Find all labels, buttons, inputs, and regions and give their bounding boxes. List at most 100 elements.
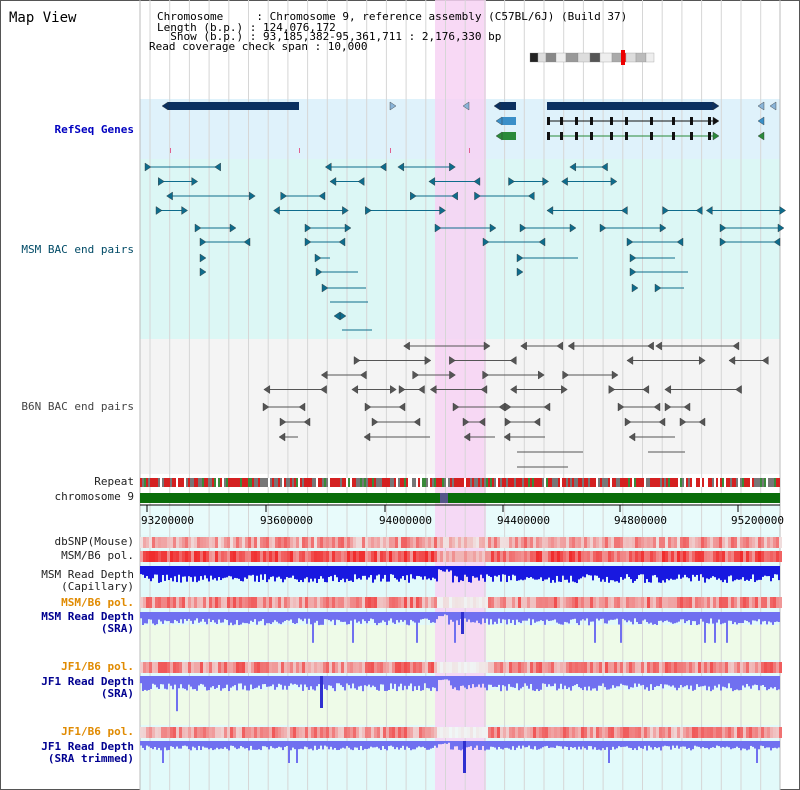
repeat-segment [770,478,772,487]
polymorphism-cell [488,597,491,608]
read-depth-bar [164,566,166,581]
read-depth-bar [338,566,340,582]
read-depth-bar [552,566,554,581]
repeat-segment [256,478,258,487]
polymorphism-cell [242,727,245,738]
read-depth-bar [636,741,638,751]
read-depth-bar [334,676,336,692]
repeat-segment [192,478,194,487]
repeat-segment [684,478,686,487]
read-depth-bar [506,676,508,691]
read-depth-bar [174,612,176,620]
polymorphism-cell [158,727,161,738]
read-depth-bar [584,676,586,687]
polymorphism-cell [155,727,158,738]
polymorphism-cell [161,727,164,738]
read-depth-bar [382,566,384,579]
track-label-msm-bac[interactable]: MSM BAC end pairs [21,243,134,256]
track-label-b6n-bac[interactable]: B6N BAC end pairs [21,400,134,413]
read-depth-bar [190,566,192,578]
polymorphism-cell [593,727,596,738]
axis-tick-label: 94800000 [614,514,667,527]
read-depth-bar [768,612,770,622]
repeat-segment [674,478,676,487]
read-depth-bar [540,566,542,578]
read-depth-bar [354,676,356,689]
read-depth-bar [590,741,592,747]
read-depth-bar [384,566,386,575]
polymorphism-cell [668,537,671,548]
read-depth-bar [570,612,572,620]
read-depth-bar [306,741,308,748]
polymorphism-cell [140,597,143,608]
read-depth-bar [466,612,468,622]
track-label-refseq[interactable]: RefSeq Genes [54,123,134,136]
polymorphism-cell [326,537,329,548]
read-depth-bar [402,566,404,577]
repeat-segment [518,478,520,487]
read-depth-bar [456,741,458,747]
read-depth-bar [302,612,304,622]
read-depth-bar [390,566,392,575]
read-depth-bar [332,566,334,582]
read-depth-bar [582,741,584,747]
read-depth-bar [420,566,422,577]
polymorphism-cell [440,727,443,738]
polymorphism-cell [692,551,695,562]
polymorphism-cell [716,597,719,608]
polymorphism-cell [284,662,287,673]
read-depth-bar [678,676,680,688]
repeat-segment [750,478,752,487]
repeat-segment [466,478,468,487]
read-depth-bar [542,566,544,582]
polymorphism-cell [650,537,653,548]
repeat-segment [322,478,324,487]
read-depth-bar [642,566,644,575]
read-depth-bar [748,566,750,581]
read-depth-bar [578,676,580,688]
read-depth-bar [160,612,162,622]
polymorphism-cell [452,597,455,608]
read-depth-bar [598,612,600,621]
read-depth-bar [180,676,182,685]
read-depth-bar [220,676,222,691]
polymorphism-cell [641,537,644,548]
repeat-segment [216,478,218,487]
strand-arrow [428,177,436,186]
polymorphism-cell [233,597,236,608]
strand-arrow [353,356,361,365]
polymorphism-cell [275,597,278,608]
axis-tick-label: 94000000 [379,514,432,527]
repeat-segment [446,478,448,487]
read-depth-bar [366,741,368,750]
read-depth-bar [294,612,296,624]
polymorphism-cell [779,597,782,608]
repeat-segment [574,478,576,487]
polymorphism-cell [146,727,149,738]
read-depth-bar [704,566,706,583]
read-depth-bar [192,566,194,582]
polymorphism-cell [269,727,272,738]
read-depth-bar [660,566,662,583]
read-depth-bar [576,676,578,685]
polymorphism-cell [707,551,710,562]
polymorphism-cell [296,662,299,673]
polymorphism-cell [584,537,587,548]
read-depth-bar [638,741,640,747]
strand-arrow [679,417,687,427]
strand-arrow [779,206,787,215]
repeat-segment [336,478,338,487]
read-depth-bar [610,566,612,581]
read-depth-bar [692,566,694,575]
read-depth-bar [220,741,222,749]
polymorphism-cell [140,662,143,673]
polymorphism-cell [449,551,452,562]
strand-arrow [199,253,207,263]
read-depth-bar [698,676,700,687]
polymorphism-cell [710,597,713,608]
polymorphism-cell [521,551,524,562]
strand-arrow [214,162,221,172]
read-depth-bar [206,612,208,625]
polymorphism-cell [416,537,419,548]
